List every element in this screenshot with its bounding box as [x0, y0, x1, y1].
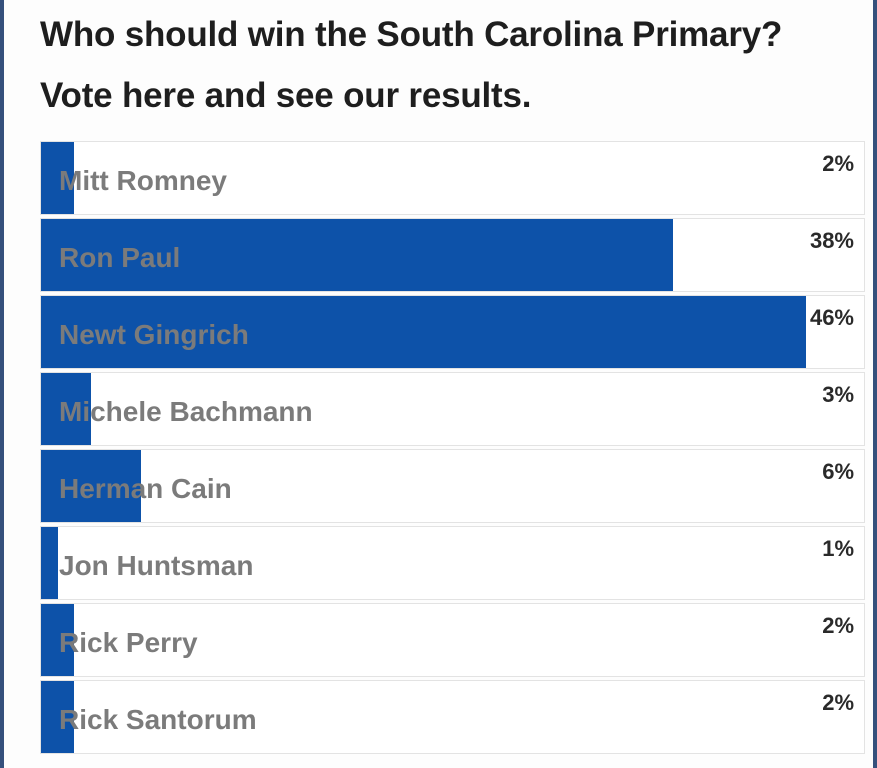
vote-percentage: 2%	[822, 613, 854, 638]
poll-option-herman-cain[interactable]: Herman Cain 6%	[40, 449, 865, 523]
poll-option-ron-paul[interactable]: Ron Paul 38%	[40, 218, 865, 292]
candidate-name: Herman Cain	[59, 473, 232, 504]
vote-percentage: 2%	[822, 690, 854, 715]
poll-option-michele-bachmann[interactable]: Michele Bachmann 3%	[40, 372, 865, 446]
poll-option-newt-gingrich[interactable]: Newt Gingrich 46%	[40, 295, 865, 369]
vote-percentage: 3%	[822, 382, 854, 407]
poll-option-mitt-romney[interactable]: Mitt Romney 2%	[40, 141, 865, 215]
candidate-name: Jon Huntsman	[59, 550, 254, 581]
result-bar-michele-bachmann	[41, 373, 91, 445]
candidate-name: Michele Bachmann	[59, 396, 313, 427]
poll-results-list: Mitt Romney 2% Ron Paul 38% Newt Gingrich 46%…	[40, 141, 865, 757]
vote-percentage: 46%	[809, 305, 854, 330]
result-bar-herman-cain	[41, 450, 141, 522]
candidate-name: Mitt Romney	[59, 165, 227, 196]
vote-percentage: 1%	[822, 536, 854, 561]
vote-percentage: 2%	[822, 151, 854, 176]
result-bar-jon-huntsman	[41, 527, 58, 599]
poll-option-rick-perry[interactable]: Rick Perry 2%	[40, 603, 865, 677]
poll-title: Who should win the South Carolina Primar…	[40, 15, 783, 115]
candidate-name: Newt Gingrich	[59, 319, 249, 350]
candidate-name: Ron Paul	[59, 242, 181, 273]
poll-option-rick-santorum[interactable]: Rick Santorum 2%	[40, 680, 865, 754]
candidate-name: Rick Santorum	[59, 704, 257, 735]
result-bar-mitt-romney	[41, 142, 75, 214]
poll-option-jon-huntsman[interactable]: Jon Huntsman 1%	[40, 526, 865, 600]
result-bar-ron-paul	[41, 219, 673, 291]
vote-percentage: 38%	[809, 228, 854, 253]
result-bar-rick-perry	[41, 604, 75, 676]
candidate-name: Rick Perry	[59, 627, 198, 658]
result-bar-rick-santorum	[41, 681, 75, 753]
vote-percentage: 6%	[822, 459, 854, 484]
result-bar-newt-gingrich	[41, 296, 806, 368]
